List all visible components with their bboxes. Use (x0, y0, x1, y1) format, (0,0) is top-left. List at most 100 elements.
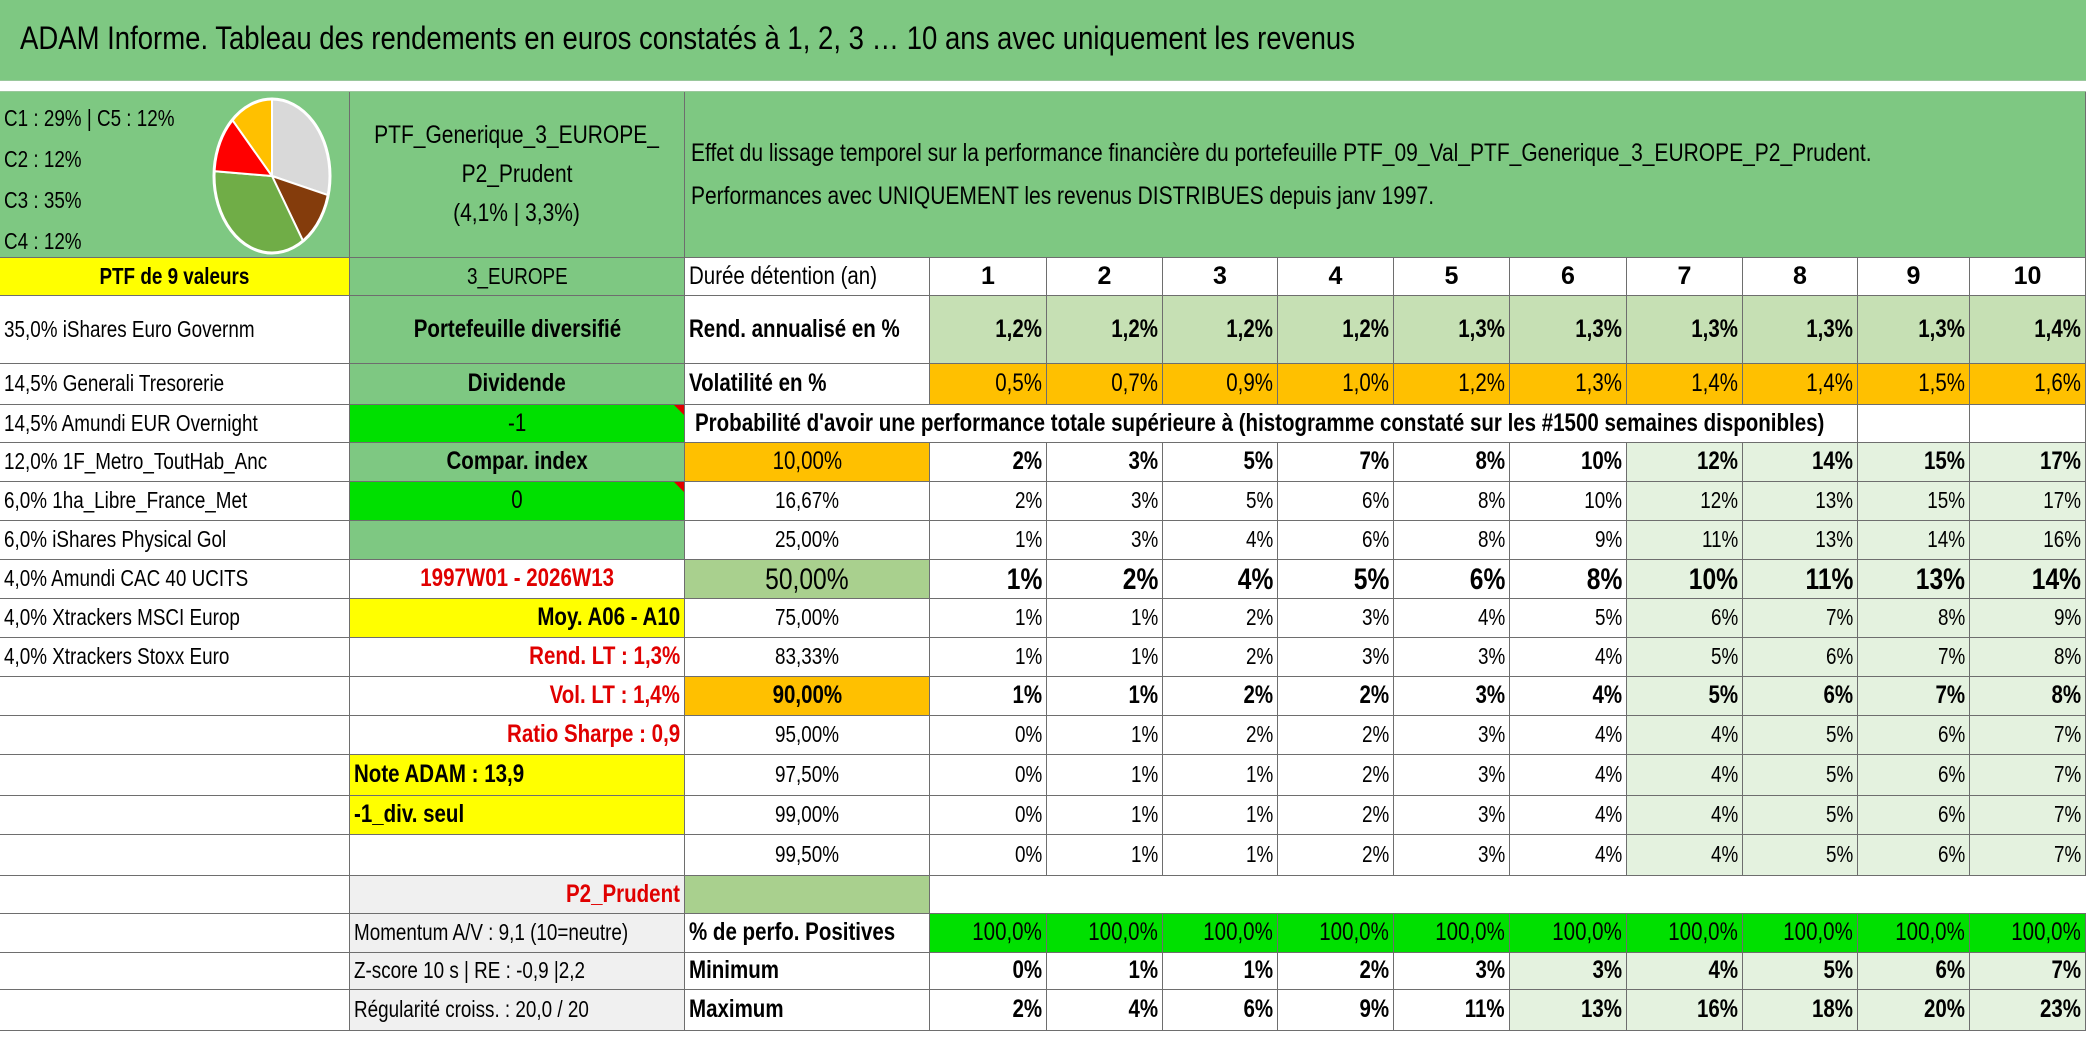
quantile-value: 5% (1510, 599, 1627, 638)
holding-item: 12,0% 1F_Metro_ToutHab_Anc (0, 443, 350, 482)
quantile-value: 2% (1278, 796, 1394, 835)
quantile-value: 2% (1278, 835, 1394, 876)
year-header: 8 (1743, 258, 1858, 296)
quantile-value: 5% (1743, 835, 1858, 876)
quantile-value: 3% (1394, 755, 1510, 796)
empty-cell (685, 876, 930, 914)
portfolio-name-line3: (4,1% | 3,3%) (453, 198, 581, 227)
rend-value: 1,2% (1278, 296, 1394, 364)
quantile-value: 7% (1970, 796, 2086, 835)
portfolio-name-line1: PTF_Generique_3_EUROPE_ (374, 121, 660, 150)
max-value: 16% (1627, 990, 1743, 1031)
quantile-value: 6% (1858, 796, 1970, 835)
quantile-value: 17% (1970, 482, 2086, 521)
quantile-value: 8% (1394, 521, 1510, 560)
quantile-value: 0% (930, 755, 1047, 796)
quantile-label: 90,00% (685, 677, 930, 716)
rend-lt-label: Rend. LT : 1,3% (350, 638, 685, 677)
allocation-c3: C3 : 35% (4, 187, 82, 213)
quantile-value: 7% (1858, 677, 1970, 716)
quantile-label: 50,00% (685, 560, 930, 599)
vol-value: 0,7% (1047, 364, 1163, 405)
pie-outline (212, 97, 332, 255)
empty-cell (0, 755, 350, 796)
holding-item: 4,0% Xtrackers MSCI Europ (0, 599, 350, 638)
positive-value: 100,0% (1163, 914, 1278, 953)
holding-item: 4,0% Xtrackers Stoxx Euro (0, 638, 350, 677)
quantile-value: 6% (1743, 638, 1858, 677)
vol-value: 1,6% (1970, 364, 2086, 405)
min-value: 2% (1278, 953, 1394, 990)
max-label: Maximum (685, 990, 930, 1031)
quantile-value: 1% (930, 599, 1047, 638)
quantile-value: 8% (1394, 482, 1510, 521)
vol-value: 0,5% (930, 364, 1047, 405)
description-line2: Performances avec UNIQUEMENT les revenus… (691, 181, 1435, 210)
diversified-label: Portefeuille diversifié (350, 296, 685, 364)
quantile-value: 4% (1627, 755, 1743, 796)
rend-value: 1,2% (930, 296, 1047, 364)
quantile-value: 6% (1858, 835, 1970, 876)
positive-value: 100,0% (1627, 914, 1743, 953)
vol-lt-label: Vol. LT : 1,4% (350, 677, 685, 716)
min-value: 7% (1970, 953, 2086, 990)
quantile-value: 1% (1047, 599, 1163, 638)
quantile-value: 3% (1394, 638, 1510, 677)
description-line1: Effet du lissage temporel sur la perform… (691, 139, 1872, 167)
quantile-value: 10% (1627, 560, 1743, 599)
year-header: 7 (1627, 258, 1743, 296)
max-value: 2% (930, 990, 1047, 1031)
quantile-value: 8% (1394, 443, 1510, 482)
quantile-label: 83,33% (685, 638, 930, 677)
quantile-value: 3% (1394, 716, 1510, 755)
holding-item: 14,5% Amundi EUR Overnight (0, 405, 350, 443)
quantile-value: 1% (1047, 755, 1163, 796)
vol-value: 1,3% (1510, 364, 1627, 405)
quantile-value: 4% (1510, 716, 1627, 755)
quantile-value: 9% (1510, 521, 1627, 560)
quantile-value: 2% (1163, 677, 1278, 716)
description-block: Effet du lissage temporel sur la perform… (685, 92, 2086, 258)
min-value: 1% (1163, 953, 1278, 990)
quantile-value: 1% (1047, 638, 1163, 677)
separator-row (0, 80, 2086, 92)
rend-value: 1,3% (1394, 296, 1510, 364)
empty-cell (0, 677, 350, 716)
quantile-value: 2% (1278, 677, 1394, 716)
rend-value: 1,3% (1510, 296, 1627, 364)
quantile-value: 1% (1047, 796, 1163, 835)
max-value: 6% (1163, 990, 1278, 1031)
vol-value: 1,4% (1627, 364, 1743, 405)
max-value: 20% (1858, 990, 1970, 1031)
quantile-value: 4% (1627, 835, 1743, 876)
empty-cell (0, 953, 350, 990)
min-value: 1% (1047, 953, 1163, 990)
quantile-value: 8% (1858, 599, 1970, 638)
quantile-value: 1% (930, 677, 1047, 716)
sharpe-label: Ratio Sharpe : 0,9 (350, 716, 685, 755)
allocation-pie-chart (212, 97, 332, 255)
quantile-label: 97,50% (685, 755, 930, 796)
quantile-value: 2% (1163, 638, 1278, 677)
quantile-value: 13% (1743, 521, 1858, 560)
dividend-value: -1 (350, 405, 685, 443)
quantile-value: 8% (1970, 677, 2086, 716)
positive-value: 100,0% (1278, 914, 1394, 953)
quantile-value: 10% (1510, 443, 1627, 482)
quantile-value: 12% (1627, 443, 1743, 482)
zscore-label: Z-score 10 s | RE : -0,9 |2,2 (350, 953, 685, 990)
vol-value: 0,9% (1163, 364, 1278, 405)
title-banner: ADAM Informe. Tableau des rendements en … (0, 0, 2086, 80)
holding-item: 6,0% iShares Physical Gol (0, 521, 350, 560)
vol-value: 1,5% (1858, 364, 1970, 405)
quantile-value: 4% (1627, 796, 1743, 835)
probability-header: Probabilité d'avoir une performance tota… (685, 405, 1858, 443)
quantile-label: 75,00% (685, 599, 930, 638)
quantile-value: 1% (930, 638, 1047, 677)
quantile-value: 3% (1394, 796, 1510, 835)
quantile-value: 5% (1163, 482, 1278, 521)
empty-cell (930, 876, 2086, 914)
year-header: 2 (1047, 258, 1163, 296)
quantile-value: 12% (1627, 482, 1743, 521)
quantile-value: 4% (1627, 716, 1743, 755)
